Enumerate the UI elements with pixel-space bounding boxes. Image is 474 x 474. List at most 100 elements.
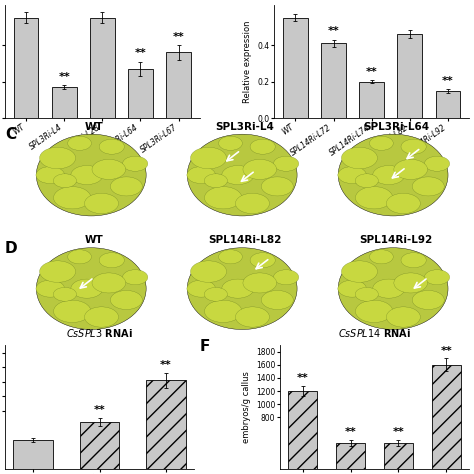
Ellipse shape — [187, 134, 297, 216]
Ellipse shape — [84, 307, 118, 327]
Ellipse shape — [204, 174, 228, 188]
Ellipse shape — [338, 166, 366, 183]
Bar — [90, 18, 115, 118]
Ellipse shape — [386, 307, 420, 327]
Ellipse shape — [54, 300, 91, 322]
Ellipse shape — [236, 193, 269, 214]
Ellipse shape — [243, 273, 276, 293]
Text: **: ** — [440, 346, 452, 356]
Bar — [397, 34, 422, 118]
Ellipse shape — [394, 159, 428, 180]
Ellipse shape — [386, 193, 420, 214]
Text: D: D — [4, 241, 17, 256]
Text: SPL14Ri-L92: SPL14Ri-L92 — [359, 235, 433, 245]
Text: **: ** — [135, 48, 146, 58]
Ellipse shape — [243, 159, 276, 180]
Ellipse shape — [338, 134, 448, 216]
Ellipse shape — [424, 156, 450, 171]
Ellipse shape — [39, 261, 75, 283]
Bar — [336, 443, 365, 469]
Ellipse shape — [273, 270, 299, 285]
Text: **: ** — [442, 76, 454, 86]
Y-axis label: embryos/g callus: embryos/g callus — [242, 372, 251, 443]
Ellipse shape — [424, 270, 450, 285]
Bar — [52, 87, 77, 118]
Bar — [13, 440, 53, 469]
Ellipse shape — [53, 174, 76, 188]
Ellipse shape — [84, 193, 118, 214]
Ellipse shape — [219, 136, 242, 150]
Bar — [432, 365, 461, 469]
Ellipse shape — [341, 261, 377, 283]
Title: $\mathit{CsSPL3}$ RNAi: $\mathit{CsSPL3}$ RNAi — [66, 327, 133, 339]
Ellipse shape — [71, 279, 103, 298]
Ellipse shape — [110, 291, 142, 310]
Ellipse shape — [261, 177, 293, 196]
Ellipse shape — [123, 156, 148, 171]
Ellipse shape — [191, 147, 227, 169]
Ellipse shape — [373, 279, 405, 298]
Ellipse shape — [71, 165, 103, 184]
Ellipse shape — [261, 291, 293, 310]
Ellipse shape — [99, 253, 124, 268]
Ellipse shape — [370, 250, 393, 264]
Ellipse shape — [204, 300, 242, 322]
Ellipse shape — [99, 139, 124, 154]
Ellipse shape — [187, 248, 297, 329]
Ellipse shape — [222, 279, 254, 298]
Ellipse shape — [123, 270, 148, 285]
Text: WT: WT — [85, 122, 103, 132]
Y-axis label: Relative expression: Relative expression — [243, 20, 252, 103]
Ellipse shape — [191, 261, 227, 283]
Ellipse shape — [273, 156, 299, 171]
Ellipse shape — [68, 136, 91, 150]
Ellipse shape — [54, 187, 91, 209]
Text: **: ** — [173, 32, 184, 42]
Bar — [436, 91, 460, 118]
Text: SPL14Ri-L82: SPL14Ri-L82 — [209, 235, 282, 245]
Text: **: ** — [58, 72, 70, 82]
Ellipse shape — [338, 248, 448, 329]
Ellipse shape — [36, 134, 146, 216]
Ellipse shape — [187, 166, 216, 183]
Ellipse shape — [401, 253, 426, 268]
Ellipse shape — [412, 177, 444, 196]
Text: **: ** — [94, 405, 105, 415]
Ellipse shape — [250, 139, 275, 154]
Text: **: ** — [345, 428, 356, 438]
Bar — [80, 422, 119, 469]
Ellipse shape — [355, 174, 378, 188]
Ellipse shape — [356, 300, 393, 322]
Ellipse shape — [187, 280, 216, 297]
Bar — [146, 380, 186, 469]
Text: C: C — [5, 128, 16, 142]
Ellipse shape — [53, 287, 76, 301]
Bar — [359, 82, 384, 118]
Ellipse shape — [68, 250, 91, 264]
Ellipse shape — [92, 159, 126, 180]
Ellipse shape — [236, 307, 269, 327]
Ellipse shape — [36, 280, 64, 297]
Bar — [166, 52, 191, 118]
Text: **: ** — [328, 26, 339, 36]
Bar — [288, 391, 317, 469]
Ellipse shape — [338, 280, 366, 297]
Ellipse shape — [204, 287, 228, 301]
Ellipse shape — [222, 165, 254, 184]
Text: **: ** — [392, 428, 404, 438]
Bar — [128, 69, 153, 118]
Text: **: ** — [366, 66, 378, 76]
Text: **: ** — [297, 373, 309, 383]
Ellipse shape — [355, 287, 378, 301]
Ellipse shape — [36, 248, 146, 329]
Bar — [321, 43, 346, 118]
Text: WT: WT — [85, 235, 103, 245]
Ellipse shape — [401, 139, 426, 154]
Bar — [14, 18, 38, 118]
Ellipse shape — [110, 177, 142, 196]
Text: SPL3Ri-L4: SPL3Ri-L4 — [216, 122, 274, 132]
Ellipse shape — [219, 250, 242, 264]
Ellipse shape — [341, 147, 377, 169]
Ellipse shape — [356, 187, 393, 209]
Ellipse shape — [394, 273, 428, 293]
